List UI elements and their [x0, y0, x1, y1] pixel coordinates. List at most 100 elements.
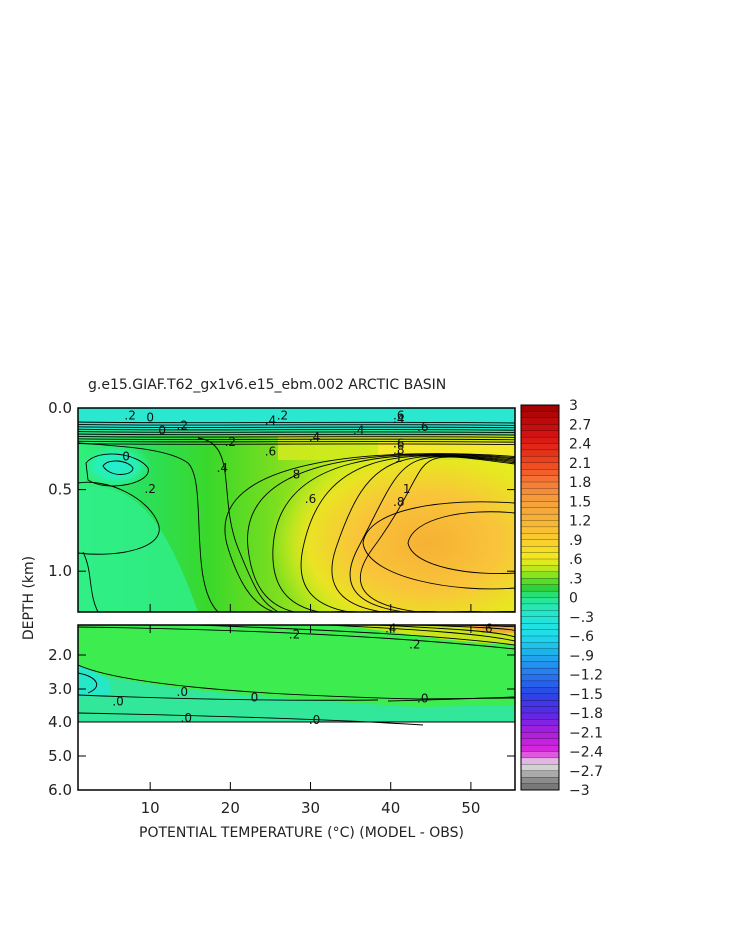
contour-line: [272, 454, 515, 612]
colorbar-tick-label: 3: [569, 398, 578, 414]
lower-panel: .4.6.2.2.0 0.0.0.0.0: [77, 622, 516, 791]
colorbar-tick-label: .9: [569, 533, 582, 549]
contour-label: .4: [309, 430, 320, 444]
contour-line: [197, 437, 279, 612]
colorbar-bin: [520, 623, 560, 631]
contour-line: [197, 625, 515, 646]
contour-line: [362, 501, 515, 590]
colorbar-tick-label: 2.4: [569, 437, 591, 453]
colorbar-bin: [520, 764, 560, 772]
colorbar-bin: [520, 578, 560, 586]
colorbar-bin: [520, 674, 560, 682]
colorbar-bin: [520, 655, 560, 663]
contour-label: .2: [177, 418, 188, 432]
colorbar-tick-label: −.3: [569, 610, 594, 626]
contour-label: .6: [393, 436, 404, 450]
contour-line: [224, 453, 515, 612]
x-axis-label: POTENTIAL TEMPERATURE (°C) (MODEL - OBS): [139, 825, 464, 841]
y-tick-label: 3.0: [48, 680, 72, 698]
colorbar-bin: [520, 436, 560, 444]
colorbar-tick-label: −3: [569, 783, 590, 799]
colorbar-tick-label: −2.1: [569, 725, 603, 741]
contour-line: [78, 433, 515, 436]
colorbar-bin: [520, 475, 560, 483]
x-axis: 10 20 30 40 50: [141, 604, 480, 817]
colorbar-bin: [520, 777, 560, 785]
colorbar-tick-label: 2.7: [569, 417, 591, 433]
colorbar-bin: [520, 526, 560, 534]
colorbar-bin: [520, 590, 560, 598]
colorbar-bin: [520, 552, 560, 560]
y-tick-label: 5.0: [48, 747, 72, 765]
upper-panel: .2 00.2.2.4.6.4.6.4.4.2.6.80.6 1.4.81.2.6.…: [77, 407, 516, 613]
chart-title: g.e15.GIAF.T62_gx1v6.e15_ebm.002 ARCTIC …: [88, 377, 446, 393]
contour-label: .2: [144, 482, 155, 496]
colorbar-bin: [520, 757, 560, 765]
contour-label: .4: [353, 423, 364, 437]
contour-line: [349, 456, 515, 612]
y-axis-label: DEPTH (km): [21, 556, 37, 640]
colorbar-bin: [520, 411, 560, 419]
colorbar-bin: [520, 469, 560, 477]
colorbar-bin: [520, 680, 560, 688]
contour-label: .6: [481, 622, 492, 636]
colorbar-bin: [520, 404, 560, 412]
contour-label: .2: [277, 409, 288, 423]
contour-line: [78, 423, 515, 426]
contour-label: 0: [146, 410, 154, 424]
colorbar-bin: [520, 732, 560, 740]
contour-line: [78, 442, 219, 612]
colorbar-bin: [520, 603, 560, 611]
contour-line: [78, 664, 515, 700]
contour-label: .8: [289, 467, 300, 481]
contour-line: [387, 696, 515, 702]
contour-line: [78, 421, 515, 424]
colorbar-tick-label: −.6: [569, 629, 594, 645]
colorbar-bin: [520, 770, 560, 778]
colorbar-bin: [520, 648, 560, 656]
colorbar-bin: [520, 635, 560, 643]
colorbar-bin: [520, 546, 560, 554]
contour-line: [78, 626, 515, 650]
lower-panel-frame: [77, 624, 516, 791]
colorbar-bin: [520, 449, 560, 457]
contour-line: [331, 455, 515, 612]
contour-line: [82, 551, 99, 612]
colorbar-bin: [520, 642, 560, 650]
colorbar-bin: [520, 744, 560, 752]
colorbar-tick-label: .3: [569, 571, 582, 587]
colorbar-bin: [520, 494, 560, 502]
colorbar-bin: [520, 751, 560, 759]
colorbar-tick-label: 2.1: [569, 456, 591, 472]
colorbar-bin: [520, 700, 560, 708]
colorbar-bin: [520, 597, 560, 605]
colorbar-tick-label: −1.8: [569, 706, 603, 722]
colorbar-bin: [520, 513, 560, 521]
contour-line: [360, 456, 515, 612]
colorbar-bin: [520, 462, 560, 470]
colorbar-tick-label: −2.7: [569, 764, 603, 780]
contour-label: 0: [251, 691, 259, 705]
colorbar-bin: [520, 481, 560, 489]
contour-line: [377, 625, 515, 638]
colorbar-bin: [520, 706, 560, 714]
colorbar-bin: [520, 443, 560, 451]
y-tick-label: 6.0: [48, 781, 72, 799]
colorbar-tick-label: 1.2: [569, 514, 591, 530]
colorbar-bin: [520, 565, 560, 573]
contour-line: [78, 672, 98, 694]
contour-label: .2: [124, 409, 135, 423]
x-tick-label: 40: [381, 799, 400, 817]
colorbar-bin: [520, 687, 560, 695]
colorbar-bin: [520, 667, 560, 675]
colorbar-tick-label: −1.5: [569, 687, 603, 703]
colorbar: 3 2.7 2.4 2.1 1.8 1.5 1.2 .9 .6 .3 0 −.3 −.6 −.9 −1.2 −…: [520, 398, 603, 799]
contour-line: [300, 454, 515, 612]
y-tick-label: 0.0: [48, 399, 72, 417]
colorbar-bin: [520, 507, 560, 515]
contour-line: [78, 428, 515, 431]
colorbar-bin: [520, 417, 560, 425]
colorbar-bin: [520, 533, 560, 541]
contour-label: .0: [309, 713, 320, 727]
